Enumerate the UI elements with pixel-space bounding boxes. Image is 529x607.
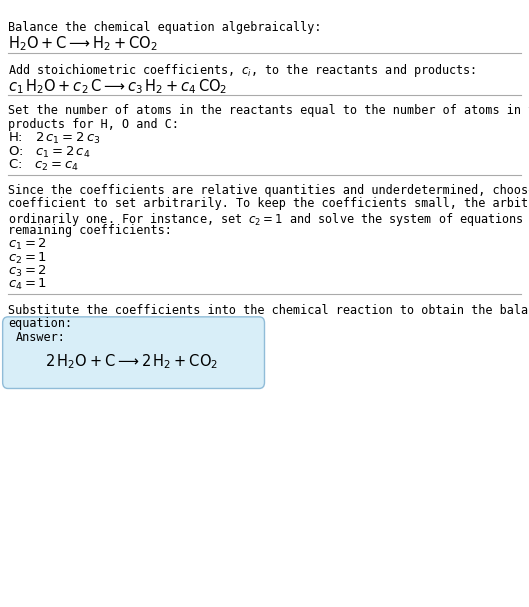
Text: H:   $2\,c_1 = 2\,c_3$: H: $2\,c_1 = 2\,c_3$ bbox=[8, 131, 101, 146]
Text: remaining coefficients:: remaining coefficients: bbox=[8, 224, 172, 237]
Text: O:   $c_1 = 2\,c_4$: O: $c_1 = 2\,c_4$ bbox=[8, 144, 90, 160]
Text: $c_4 = 1$: $c_4 = 1$ bbox=[8, 277, 47, 293]
Text: $c_2 = 1$: $c_2 = 1$ bbox=[8, 251, 47, 266]
Text: ordinarily one. For instance, set $c_2 = 1$ and solve the system of equations fo: ordinarily one. For instance, set $c_2 =… bbox=[8, 211, 529, 228]
Text: Since the coefficients are relative quantities and underdetermined, choose a: Since the coefficients are relative quan… bbox=[8, 184, 529, 197]
Text: Answer:: Answer: bbox=[16, 331, 66, 344]
Text: equation:: equation: bbox=[8, 317, 72, 330]
Text: $c_3 = 2$: $c_3 = 2$ bbox=[8, 264, 47, 279]
Text: Substitute the coefficients into the chemical reaction to obtain the balanced: Substitute the coefficients into the che… bbox=[8, 304, 529, 316]
Text: products for H, O and C:: products for H, O and C: bbox=[8, 118, 179, 131]
Text: $c_1 = 2$: $c_1 = 2$ bbox=[8, 237, 47, 253]
Text: Set the number of atoms in the reactants equal to the number of atoms in the: Set the number of atoms in the reactants… bbox=[8, 104, 529, 117]
Text: C:   $c_2 = c_4$: C: $c_2 = c_4$ bbox=[8, 158, 79, 173]
FancyBboxPatch shape bbox=[3, 317, 264, 388]
Text: $c_1\,\mathregular{H_2O} + c_2\,\mathregular{C} \longrightarrow c_3\,\mathregula: $c_1\,\mathregular{H_2O} + c_2\,\mathreg… bbox=[8, 78, 227, 97]
Text: $\mathregular{H_2O} + \mathregular{C} \longrightarrow \mathregular{H_2} + \mathr: $\mathregular{H_2O} + \mathregular{C} \l… bbox=[8, 35, 158, 53]
Text: coefficient to set arbitrarily. To keep the coefficients small, the arbitrary va: coefficient to set arbitrarily. To keep … bbox=[8, 197, 529, 210]
Text: Balance the chemical equation algebraically:: Balance the chemical equation algebraica… bbox=[8, 21, 322, 33]
Text: $2\,\mathregular{H_2O} + \mathregular{C} \longrightarrow 2\,\mathregular{H_2} + : $2\,\mathregular{H_2O} + \mathregular{C}… bbox=[45, 352, 218, 371]
Text: Add stoichiometric coefficients, $c_i$, to the reactants and products:: Add stoichiometric coefficients, $c_i$, … bbox=[8, 62, 476, 79]
